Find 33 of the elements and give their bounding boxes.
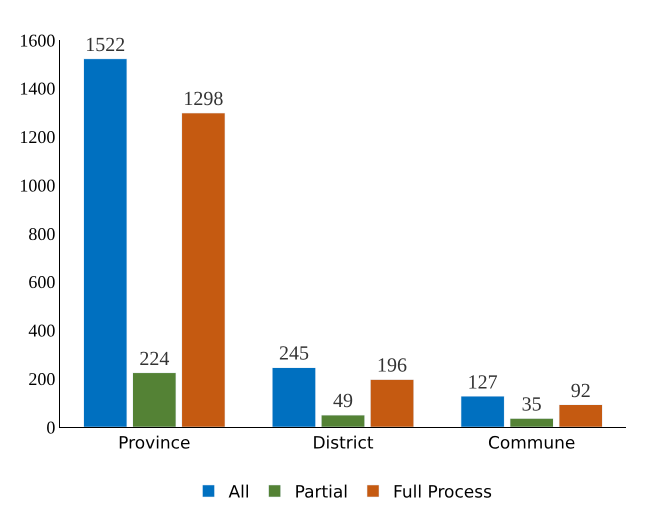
y-tick-label: 0 xyxy=(46,417,56,438)
legend-label: All xyxy=(228,482,250,503)
x-tick-label: District xyxy=(312,433,374,454)
bar xyxy=(132,372,176,427)
bar xyxy=(370,379,414,427)
y-tick-label: 400 xyxy=(28,320,56,341)
data-label: 196 xyxy=(377,354,408,377)
bar xyxy=(558,404,603,427)
data-label: 245 xyxy=(278,342,309,365)
bar xyxy=(272,367,316,427)
y-tick-label: 1400 xyxy=(19,78,56,99)
bar xyxy=(182,112,226,427)
y-tick-label: 1200 xyxy=(19,127,56,148)
y-tick-label: 1000 xyxy=(19,175,56,196)
legend-label: Partial xyxy=(294,482,348,503)
y-tick-label: 200 xyxy=(28,368,56,389)
bar xyxy=(321,414,365,427)
data-label: 49 xyxy=(333,390,353,412)
bar xyxy=(460,396,504,427)
x-tick-label: Commune xyxy=(488,433,576,454)
legend-label: Full Process xyxy=(393,482,492,503)
data-label: 1522 xyxy=(85,34,126,56)
y-tick-label: 1600 xyxy=(19,30,56,50)
y-tick-label: 600 xyxy=(28,272,56,292)
y-tick-label: 800 xyxy=(28,224,56,244)
data-label: 1298 xyxy=(183,88,224,110)
data-label: 224 xyxy=(139,348,170,370)
data-label: 92 xyxy=(570,380,591,402)
data-label: 35 xyxy=(522,394,542,416)
bar xyxy=(510,418,554,427)
data-label: 127 xyxy=(468,371,498,394)
bar xyxy=(83,58,128,427)
x-tick-label: Province xyxy=(118,433,190,454)
